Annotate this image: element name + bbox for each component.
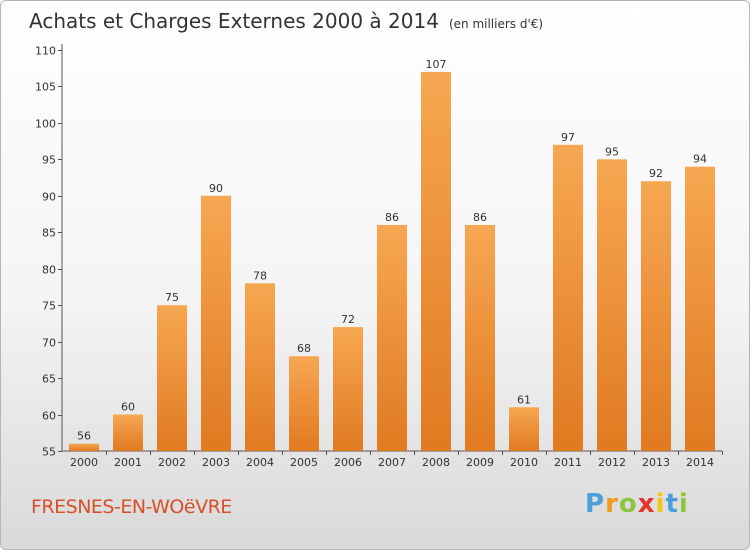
logo-letter: x: [637, 489, 656, 519]
x-tick-label-2013: 2013: [642, 456, 670, 469]
data-label-2003: 90: [209, 182, 223, 195]
bar-2012: [597, 159, 627, 451]
bar-2000: [69, 443, 99, 451]
bar-2001: [113, 414, 143, 451]
data-label-2000: 56: [77, 430, 91, 443]
y-tick-label: 55: [42, 446, 56, 459]
chart-title: Achats et Charges Externes 2000 à 2014 (e…: [29, 9, 543, 33]
data-label-2013: 92: [649, 167, 663, 180]
data-label-2009: 86: [473, 211, 487, 224]
y-tick-label: 65: [42, 373, 56, 386]
bar-2005: [289, 356, 319, 451]
x-tick-label-2008: 2008: [422, 456, 450, 469]
data-label-2006: 72: [341, 313, 355, 326]
bar-2003: [201, 195, 231, 451]
x-tick-label-2002: 2002: [158, 456, 186, 469]
x-tick-label-2014: 2014: [686, 456, 714, 469]
x-tick-label-2004: 2004: [246, 456, 274, 469]
y-tick-label: 85: [42, 227, 56, 240]
x-tick-label-2003: 2003: [202, 456, 230, 469]
y-tick-label: 110: [35, 45, 56, 58]
data-label-2001: 60: [121, 401, 135, 414]
bar-2011: [553, 144, 583, 452]
y-tick-label: 70: [42, 337, 56, 350]
bar-2006: [333, 327, 363, 451]
y-tick-label: 75: [42, 300, 56, 313]
bar-2008: [421, 71, 451, 451]
data-label-2010: 61: [517, 393, 531, 406]
bar-2004: [245, 283, 275, 451]
bar-2007: [377, 224, 407, 451]
data-label-2014: 94: [693, 153, 707, 166]
logo-letter: i: [655, 489, 666, 519]
logo-letter: t: [665, 489, 679, 519]
data-label-2005: 68: [297, 342, 311, 355]
data-label-2011: 97: [561, 131, 575, 144]
data-label-2008: 107: [426, 58, 447, 71]
x-tick-label-2010: 2010: [510, 456, 538, 469]
logo-letter: i: [678, 489, 689, 519]
data-label-2007: 86: [385, 211, 399, 224]
data-label-2004: 78: [253, 269, 267, 282]
logo-letter: o: [618, 489, 638, 519]
x-tick-label-2006: 2006: [334, 456, 362, 469]
data-label-2002: 75: [165, 291, 179, 304]
bar-2002: [157, 305, 187, 451]
y-tick-label: 90: [42, 191, 56, 204]
logo-letter: P: [585, 489, 606, 519]
y-tick-label: 100: [35, 118, 56, 131]
x-tick-label-2001: 2001: [114, 456, 142, 469]
commune-name: FRESNES-EN-WOëVRE: [31, 496, 232, 518]
data-label-2012: 95: [605, 145, 619, 158]
proxiti-logo[interactable]: Proxiti: [585, 489, 689, 519]
chart-title-text: Achats et Charges Externes 2000 à 2014: [29, 9, 439, 33]
bar-2013: [641, 181, 671, 451]
logo-letter: r: [605, 489, 619, 519]
x-tick-label-2000: 2000: [70, 456, 98, 469]
x-tick-label-2011: 2011: [554, 456, 582, 469]
x-tick-label-2009: 2009: [466, 456, 494, 469]
y-tick-label: 105: [35, 81, 56, 94]
y-tick-label: 80: [42, 264, 56, 277]
x-tick-label-2012: 2012: [598, 456, 626, 469]
chart-subtitle: (en milliers d'€): [448, 17, 544, 31]
bar-2009: [465, 224, 495, 451]
x-tick-label-2007: 2007: [378, 456, 406, 469]
bar-2010: [509, 407, 539, 451]
y-tick-label: 95: [42, 154, 56, 167]
x-tick-label-2005: 2005: [290, 456, 318, 469]
y-tick-label: 60: [42, 410, 56, 423]
bar-2014: [685, 166, 715, 451]
